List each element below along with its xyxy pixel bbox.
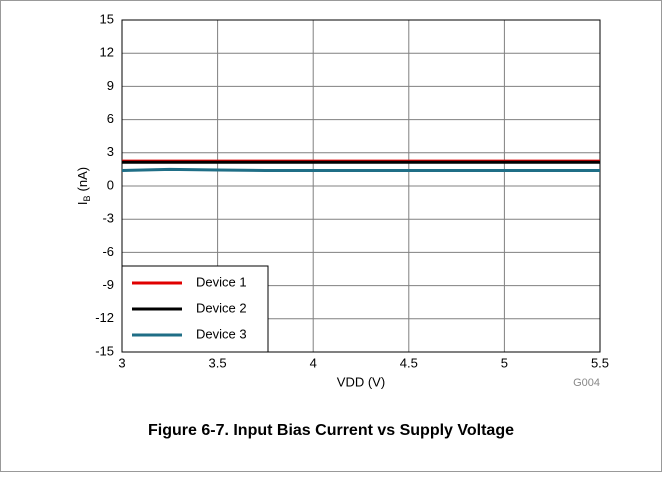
- series-line: [121, 167, 600, 173]
- y-tick-label: 0: [107, 177, 114, 192]
- legend-label: Device 1: [196, 274, 247, 289]
- y-tick-label: 15: [100, 11, 114, 26]
- y-tick-label: -12: [95, 310, 114, 325]
- annotation: G004: [573, 377, 600, 389]
- caption: Figure 6-7. Input Bias Current vs Supply…: [148, 422, 514, 439]
- y-tick-label: -3: [102, 211, 114, 226]
- y-axis-label: IB (nA): [75, 167, 92, 205]
- x-tick-label: 3.5: [209, 355, 227, 370]
- x-tick-label: 4.5: [400, 355, 418, 370]
- legend-label: Device 2: [196, 300, 247, 315]
- x-tick-label: 5: [501, 355, 508, 370]
- x-tick-label: 4: [310, 355, 317, 370]
- y-label-unit: (nA): [75, 167, 90, 192]
- y-tick-label: 3: [107, 144, 114, 159]
- plot-border: [121, 19, 601, 353]
- x-axis-label: VDD (V): [337, 374, 385, 389]
- y-tick-label: -9: [102, 277, 114, 292]
- y-label-sub: B: [82, 195, 92, 201]
- y-label-main: I: [75, 201, 90, 205]
- y-tick-label: -15: [95, 343, 114, 358]
- y-tick-label: 12: [100, 45, 114, 60]
- x-tick-label: 3: [118, 355, 125, 370]
- y-tick-label: 6: [107, 111, 114, 126]
- y-tick-label: 9: [107, 78, 114, 93]
- x-tick-label: 5.5: [591, 355, 609, 370]
- y-tick-label: -6: [102, 244, 114, 259]
- legend-label: Device 3: [196, 326, 247, 341]
